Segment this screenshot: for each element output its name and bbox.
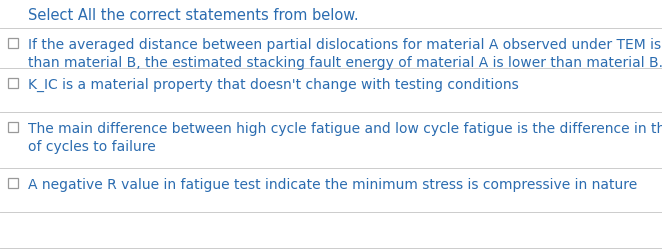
Text: K_IC is a material property that doesn't change with testing conditions: K_IC is a material property that doesn't… xyxy=(28,78,519,92)
Text: If the averaged distance between partial dislocations for material A observed un: If the averaged distance between partial… xyxy=(28,38,662,70)
Bar xyxy=(8,38,18,48)
Text: A negative R value in fatigue test indicate the minimum stress is compressive in: A negative R value in fatigue test indic… xyxy=(28,178,638,192)
Bar xyxy=(8,78,18,88)
Bar xyxy=(8,122,18,132)
Bar xyxy=(8,178,18,188)
Text: The main difference between high cycle fatigue and low cycle fatigue is the diff: The main difference between high cycle f… xyxy=(28,122,662,154)
Text: Select All the correct statements from below.: Select All the correct statements from b… xyxy=(28,8,359,23)
